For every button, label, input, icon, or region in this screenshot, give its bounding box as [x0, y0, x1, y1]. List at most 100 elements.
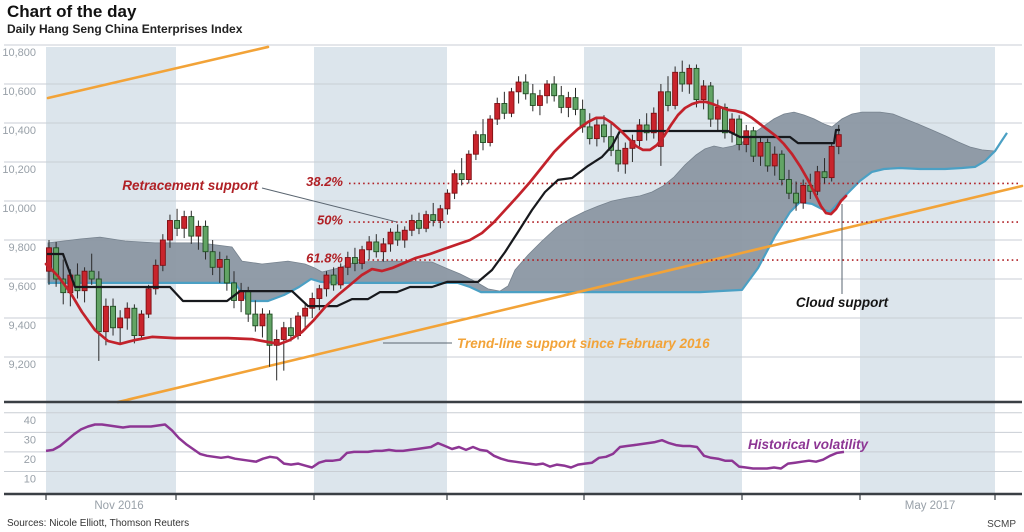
sources-note: Sources: Nicole Elliott, Thomson Reuters	[7, 518, 190, 529]
y-axis-tick: 9,600	[8, 281, 36, 293]
vol-axis-tick: 40	[24, 415, 36, 427]
candle-body	[88, 270, 95, 280]
candle-body	[223, 259, 230, 284]
candle-body	[373, 241, 380, 253]
candle-body	[771, 153, 778, 167]
candle-body	[601, 124, 607, 138]
candle-body	[259, 313, 266, 327]
candle-body	[181, 216, 188, 229]
retracement-pointer-line	[261, 187, 398, 223]
fib-level-label: 38.2%	[306, 174, 343, 189]
candle-body	[615, 149, 622, 165]
candle-body	[558, 95, 565, 108]
candle-body	[586, 126, 593, 140]
candle-body	[323, 274, 330, 290]
vol-axis-tick: 20	[24, 454, 36, 466]
candle-body	[515, 81, 522, 93]
candle-body	[565, 97, 572, 108]
candle-body	[167, 220, 173, 241]
candle-body	[330, 274, 337, 286]
vol-axis-tick: 30	[24, 434, 36, 446]
candle-body	[188, 216, 195, 237]
kijun-line	[47, 128, 840, 308]
candle-body	[700, 85, 707, 101]
candle-body	[686, 67, 693, 85]
candle-body	[472, 134, 479, 155]
candle-body	[508, 91, 515, 114]
y-axis-tick: 10,000	[2, 203, 36, 215]
candle-body	[337, 266, 344, 286]
candle-body	[159, 239, 166, 266]
candle-body	[102, 305, 109, 333]
candle-body	[138, 313, 145, 337]
x-axis-label: May 2017	[905, 500, 956, 512]
candle-body	[693, 67, 700, 101]
candle-body	[679, 71, 686, 85]
candle-body	[152, 264, 159, 290]
candle-body	[721, 106, 728, 134]
candle-body	[302, 307, 309, 317]
candle-body	[828, 145, 835, 179]
candle-body	[46, 247, 52, 272]
candle-body	[145, 288, 152, 315]
candle-body	[423, 214, 430, 229]
candle-body	[821, 171, 828, 179]
candle-body	[266, 313, 273, 346]
candle-body	[465, 153, 472, 180]
y-axis-tick: 9,400	[8, 320, 36, 332]
candle-body	[216, 259, 223, 268]
candle-body	[494, 103, 501, 120]
candle-body	[757, 142, 764, 157]
candle-body	[366, 241, 373, 251]
candle-body	[522, 81, 529, 95]
candle-body	[408, 220, 415, 231]
red-signal-line	[44, 100, 848, 346]
candle-body	[380, 243, 387, 253]
fib-level-label: 61.8%	[306, 251, 343, 266]
candle-body	[643, 124, 650, 134]
fib-level-label: 50%	[317, 213, 343, 228]
candle-body	[657, 91, 664, 147]
y-axis-tick: 10,400	[2, 125, 36, 137]
y-axis-tick: 10,600	[2, 86, 36, 98]
candle-body	[444, 192, 451, 210]
candle-body	[636, 124, 643, 141]
candle-body	[124, 307, 131, 319]
chart-subtitle: Daily Hang Seng China Enterprises Index	[7, 22, 243, 36]
candle-body	[74, 274, 81, 292]
candle-body	[174, 220, 181, 229]
candle-body	[778, 153, 785, 180]
candle-body	[536, 95, 543, 106]
cloud-support-label: Cloud support	[796, 295, 889, 310]
candle-body	[416, 220, 422, 229]
candle-body	[280, 327, 287, 340]
candle-body	[387, 231, 394, 245]
candle-body	[359, 249, 366, 264]
candle-body	[672, 71, 679, 106]
candle-body	[344, 257, 351, 268]
candle-body	[202, 225, 209, 253]
candle-body	[309, 298, 316, 309]
candle-body	[458, 173, 465, 180]
candle-body	[729, 118, 735, 134]
candle-body	[835, 134, 842, 147]
candle-body	[480, 134, 486, 143]
x-axis-label: Nov 2016	[94, 500, 143, 512]
candle-body	[245, 290, 252, 315]
candle-body	[209, 251, 216, 268]
candle-body	[572, 97, 579, 110]
candle-body	[487, 118, 494, 143]
candle-body	[231, 282, 237, 301]
candle-body	[800, 184, 807, 204]
candle-body	[131, 307, 138, 336]
candle-body	[665, 91, 671, 106]
candle-body	[437, 208, 444, 221]
candle-body	[195, 225, 202, 237]
upper-trend-line	[46, 45, 270, 100]
candle-body	[786, 179, 792, 194]
candle-body	[750, 130, 757, 157]
candle-body	[351, 257, 358, 264]
candle-body	[793, 192, 800, 204]
